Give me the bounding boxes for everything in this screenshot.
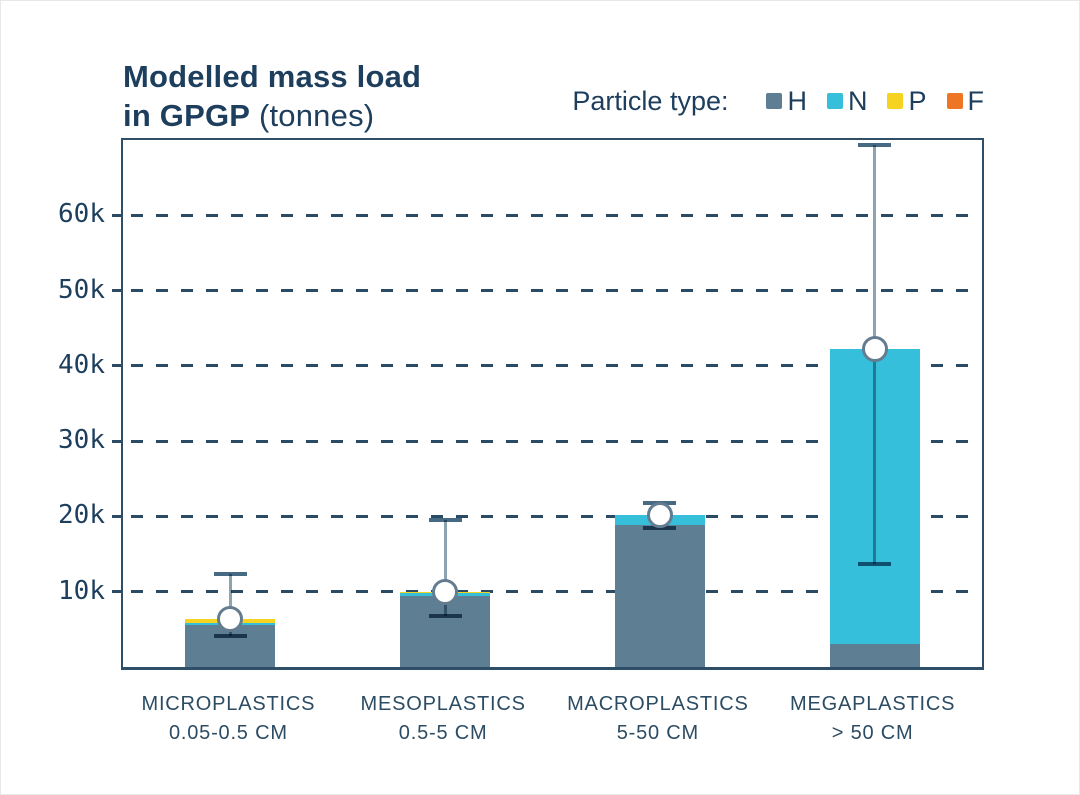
error-cap	[858, 143, 892, 148]
chart-title-line2-regular: (tonnes)	[250, 98, 375, 133]
x-label: MESOPLASTICS 0.5-5 CM	[313, 690, 573, 748]
y-tick-label: 10k	[58, 575, 105, 606]
legend-item-H: H	[766, 86, 807, 117]
legend-label-F: F	[967, 85, 985, 116]
y-tick	[112, 514, 121, 518]
y-tick-label: 50k	[58, 274, 105, 305]
error-cap	[428, 613, 462, 618]
x-label-name: MACROPLASTICS	[567, 693, 749, 715]
x-label-size: > 50 CM	[831, 722, 914, 744]
y-tick-label: 40k	[58, 349, 105, 380]
legend-item-N: N	[826, 85, 868, 117]
x-label-size: 0.05-0.5 CM	[168, 722, 288, 744]
legend-label-P: P	[908, 85, 927, 116]
legend-swatch-N	[826, 93, 843, 109]
gridline	[131, 439, 980, 443]
y-tick-label: 30k	[58, 424, 105, 455]
error-marker	[646, 501, 673, 528]
y-tick-label: 20k	[58, 500, 105, 531]
legend-swatch-F	[946, 93, 963, 109]
gridline	[131, 213, 980, 217]
y-tick	[112, 590, 121, 594]
gridline	[131, 590, 980, 594]
error-marker	[861, 336, 888, 363]
gridline	[131, 289, 980, 293]
legend-label-H: H	[787, 85, 807, 116]
error-whisker	[228, 574, 232, 637]
y-tick	[112, 213, 121, 217]
error-marker	[217, 605, 244, 632]
y-tick	[112, 289, 121, 293]
gridline	[131, 364, 980, 368]
chart-title-line1: Modelled mass load	[123, 59, 422, 94]
chart-title-line2: in GPGP (tonnes)	[123, 96, 421, 135]
chart-title-line2-bold: in GPGP	[123, 98, 251, 133]
x-label: MACROPLASTICS 5-50 CM	[528, 690, 788, 748]
error-cap	[858, 561, 892, 566]
bar-segment-H	[614, 525, 705, 667]
error-cap	[213, 572, 247, 577]
legend: Particle type: H N P F	[121, 85, 984, 117]
x-label: MEGAPLASTICS > 50 CM	[743, 690, 1003, 748]
x-axis-labels: MICROPLASTICS 0.05-0.5 CM MESOPLASTICS 0.5-…	[1, 690, 1079, 760]
legend-swatch-H	[766, 93, 783, 109]
legend-label-N: N	[847, 85, 868, 116]
chart-title: Modelled mass load in GPGP (tonnes)	[123, 57, 421, 135]
error-cap	[428, 518, 462, 523]
x-label-name: MEGAPLASTICS	[790, 693, 956, 715]
error-whisker	[443, 520, 447, 616]
x-label-name: MICROPLASTICS	[141, 693, 316, 715]
x-label-size: 0.5-5 CM	[398, 722, 488, 744]
legend-swatch-P	[887, 93, 904, 109]
error-marker	[432, 578, 459, 605]
error-cap	[643, 526, 677, 531]
x-label: MICROPLASTICS 0.05-0.5 CM	[98, 690, 358, 748]
gridline	[131, 514, 980, 518]
y-tick-label: 60k	[58, 199, 105, 230]
legend-item-P: P	[887, 85, 927, 117]
y-tick	[112, 439, 121, 443]
y-tick	[112, 364, 121, 368]
plot-area: 10k 20k 30k 40k 50k 60k	[58, 138, 984, 670]
x-label-name: MESOPLASTICS	[360, 693, 526, 715]
legend-item-F: F	[946, 85, 985, 117]
error-cap	[213, 634, 247, 639]
legend-title: Particle type:	[572, 85, 729, 116]
bar-segment-H	[829, 644, 920, 667]
x-label-size: 5-50 CM	[616, 722, 700, 744]
